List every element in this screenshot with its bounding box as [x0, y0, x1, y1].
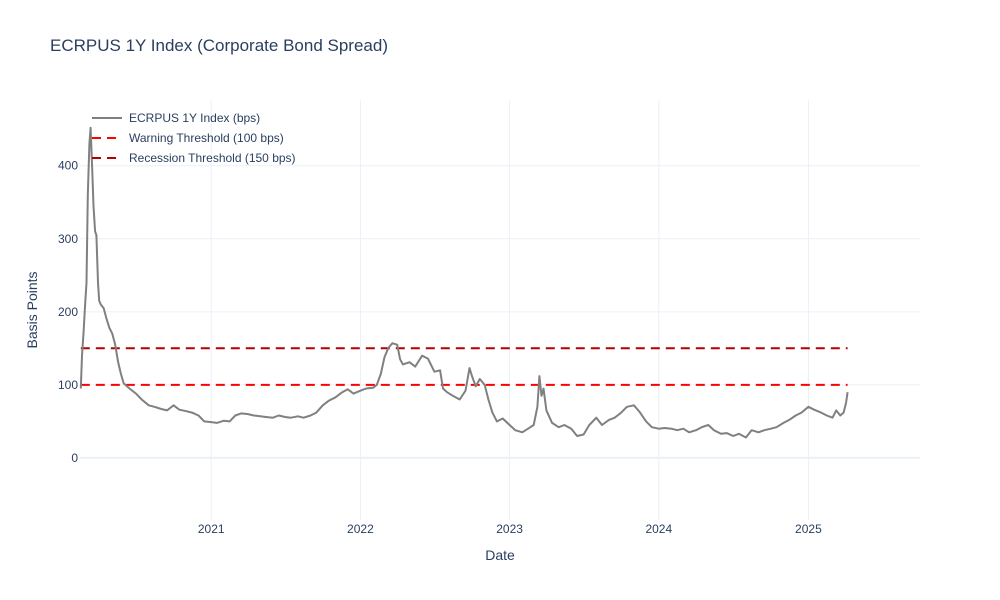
series-line [79, 126, 849, 439]
y-tick-label: 100 [58, 378, 78, 392]
legend-item[interactable]: ECRPUS 1Y Index (bps) [92, 111, 260, 125]
x-tick-label: 2022 [347, 522, 374, 536]
x-tick-label: 2023 [496, 522, 523, 536]
x-tick-label: 2025 [795, 522, 822, 536]
y-tick-label: 200 [58, 305, 78, 319]
y-tick-label: 400 [58, 159, 78, 173]
legend-item[interactable]: Recession Threshold (150 bps) [92, 151, 296, 165]
x-axis-title: Date [485, 547, 515, 563]
x-tick-label: 2024 [645, 522, 672, 536]
y-tick-label: 0 [71, 451, 78, 465]
legend-item[interactable]: Warning Threshold (100 bps) [92, 131, 284, 145]
legend[interactable]: ECRPUS 1Y Index (bps) Warning Threshold (… [92, 111, 296, 165]
legend-label: ECRPUS 1Y Index (bps) [129, 111, 260, 125]
x-tick-label: 2021 [198, 522, 225, 536]
y-tick-label: 300 [58, 232, 78, 246]
x-axis-ticks: 2021 2022 2023 2024 2025 [198, 522, 822, 536]
chart-title: ECRPUS 1Y Index (Corporate Bond Spread) [50, 36, 388, 55]
grid-lines [80, 100, 920, 520]
legend-label: Warning Threshold (100 bps) [129, 131, 284, 145]
y-axis-ticks: 0 100 200 300 400 [58, 159, 78, 465]
legend-label: Recession Threshold (150 bps) [129, 151, 296, 165]
y-axis-title: Basis Points [24, 271, 40, 348]
plot-series [79, 126, 849, 439]
